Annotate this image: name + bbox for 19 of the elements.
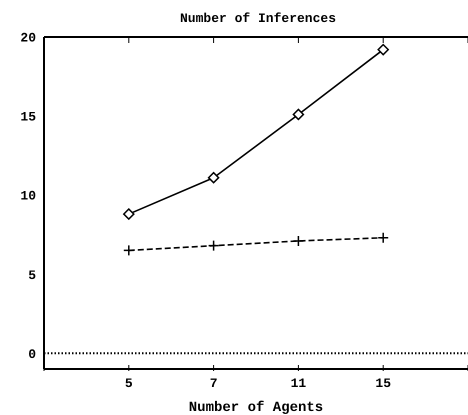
x-tick-label: 15	[375, 376, 392, 391]
y-tick-label: 20	[20, 30, 36, 46]
point	[377, 232, 389, 244]
point	[292, 235, 304, 247]
point	[123, 208, 135, 220]
y-tick-label: 0	[28, 346, 36, 362]
point	[292, 108, 304, 120]
point	[208, 172, 220, 184]
point	[123, 244, 135, 256]
x-tick-label: 7	[210, 376, 218, 391]
x-tick-label: 11	[290, 376, 306, 391]
y-tick-label: 15	[20, 110, 36, 125]
x-tick-label: 5	[124, 376, 133, 391]
point	[208, 240, 220, 252]
y-tick-label: 5	[28, 268, 36, 283]
x-axis-title: Number of Agents	[188, 400, 324, 415]
chart-title: Number of Inferences	[178, 10, 338, 28]
y-tick-label: 10	[20, 188, 36, 204]
point	[377, 44, 389, 56]
